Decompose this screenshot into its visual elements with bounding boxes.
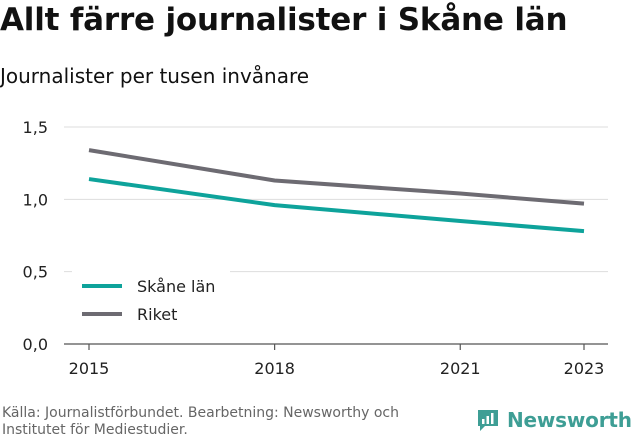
y-tick-label: 0,0 (23, 335, 48, 354)
y-tick-label: 1,0 (23, 190, 48, 209)
x-tick-label: 2023 (564, 359, 605, 378)
series-line-skane (88, 177, 585, 234)
newsworthy-logo-icon (478, 410, 498, 431)
series-line-riket (88, 148, 585, 206)
chart-subtitle: Journalister per tusen invånare (0, 64, 310, 88)
chart-title: Allt färre journalister i Skåne län (0, 2, 568, 38)
newsworthy-logo[interactable]: Newsworthy (476, 408, 631, 432)
y-tick-label: 1,5 (23, 118, 48, 137)
x-tick-label: 2015 (69, 359, 110, 378)
x-tick-label: 2018 (254, 359, 295, 378)
legend-label: Skåne län (137, 277, 215, 296)
line-chart: 0,0 0,5 1,0 1,5 2015 2018 2021 2023 Skåne län Rik… (23, 118, 608, 378)
y-tick-label: 0,5 (23, 263, 48, 282)
legend-background (72, 270, 230, 330)
x-tick-label: 2021 (440, 359, 481, 378)
legend-label: Riket (137, 305, 177, 324)
source-note: Källa: Journalistförbundet. Bearbetning:… (2, 405, 399, 438)
logo-text: Newsworthy (507, 408, 631, 432)
